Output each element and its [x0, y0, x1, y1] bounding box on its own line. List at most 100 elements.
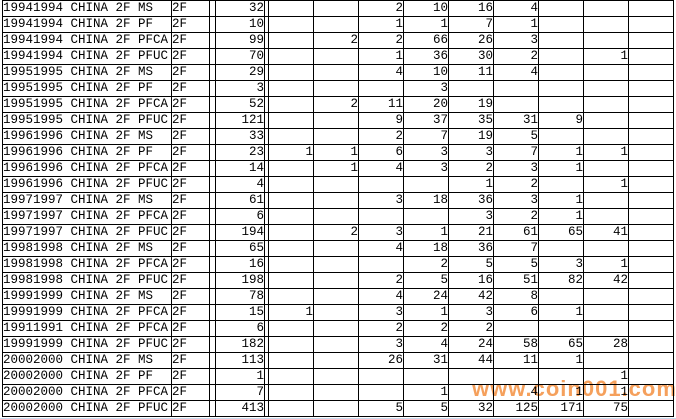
- grade-count-cell[interactable]: 18: [403, 240, 449, 257]
- grade-count-cell[interactable]: [538, 0, 584, 17]
- grade-count-cell[interactable]: [358, 80, 404, 97]
- grade-count-cell[interactable]: 1: [403, 224, 449, 241]
- type-cell[interactable]: 2F: [171, 240, 210, 257]
- grade-count-cell[interactable]: 36: [448, 240, 494, 257]
- grade-count-cell[interactable]: 32: [448, 400, 494, 417]
- grade-count-cell[interactable]: 42: [583, 272, 629, 289]
- grade-count-cell[interactable]: 5: [403, 272, 449, 289]
- grade-count-cell[interactable]: [268, 288, 314, 305]
- grade-count-cell[interactable]: 1: [538, 208, 584, 225]
- total-count-cell[interactable]: 4: [215, 176, 265, 193]
- type-cell[interactable]: 2F: [171, 224, 210, 241]
- total-count-cell[interactable]: 32: [215, 0, 265, 17]
- grade-count-cell[interactable]: 1: [493, 16, 539, 33]
- type-cell[interactable]: 2F: [171, 208, 210, 225]
- grade-count-cell[interactable]: [628, 224, 674, 241]
- grade-count-cell[interactable]: 18: [403, 192, 449, 209]
- grade-count-cell[interactable]: 3: [403, 80, 449, 97]
- grade-count-cell[interactable]: 3: [403, 144, 449, 161]
- coin-label-cell[interactable]: 20002000 CHINA 2F MS: [2, 352, 172, 369]
- total-count-cell[interactable]: 52: [215, 96, 265, 113]
- grade-count-cell[interactable]: 2: [358, 32, 404, 49]
- grade-count-cell[interactable]: [583, 0, 629, 17]
- grade-count-cell[interactable]: 1: [583, 256, 629, 273]
- grade-count-cell[interactable]: [538, 176, 584, 193]
- grade-count-cell[interactable]: [268, 256, 314, 273]
- coin-label-cell[interactable]: 19971997 CHINA 2F PFUC: [2, 224, 172, 241]
- grade-count-cell[interactable]: [538, 240, 584, 257]
- coin-label-cell[interactable]: 20002000 CHINA 2F PFCA: [2, 384, 172, 401]
- total-count-cell[interactable]: 121: [215, 112, 265, 129]
- grade-count-cell[interactable]: 8: [493, 288, 539, 305]
- type-cell[interactable]: 2F: [171, 336, 210, 353]
- coin-label-cell[interactable]: 19911991 CHINA 2F PFCA: [2, 320, 172, 337]
- grade-count-cell[interactable]: 75: [583, 400, 629, 417]
- grade-count-cell[interactable]: 28: [583, 336, 629, 353]
- grade-count-cell[interactable]: 3: [538, 256, 584, 273]
- grade-count-cell[interactable]: [583, 64, 629, 81]
- grade-count-cell[interactable]: 3: [358, 336, 404, 353]
- grade-count-cell[interactable]: [583, 16, 629, 33]
- grade-count-cell[interactable]: [313, 256, 359, 273]
- coin-label-cell[interactable]: 19941994 CHINA 2F PFCA: [2, 32, 172, 49]
- grade-count-cell[interactable]: 1: [268, 144, 314, 161]
- grade-count-cell[interactable]: [583, 112, 629, 129]
- grade-count-cell[interactable]: 2: [493, 48, 539, 65]
- grade-count-cell[interactable]: 2: [403, 256, 449, 273]
- total-count-cell[interactable]: 15: [215, 304, 265, 321]
- type-cell[interactable]: 2F: [171, 16, 210, 33]
- grade-count-cell[interactable]: [313, 128, 359, 145]
- coin-label-cell[interactable]: 19961996 CHINA 2F PFUC: [2, 176, 172, 193]
- grade-count-cell[interactable]: 36: [403, 48, 449, 65]
- grade-count-cell[interactable]: 24: [403, 288, 449, 305]
- grade-count-cell[interactable]: [313, 384, 359, 401]
- grade-count-cell[interactable]: [583, 32, 629, 49]
- grade-count-cell[interactable]: [538, 64, 584, 81]
- type-cell[interactable]: 2F: [171, 176, 210, 193]
- total-count-cell[interactable]: 7: [215, 384, 265, 401]
- grade-count-cell[interactable]: [628, 368, 674, 385]
- total-count-cell[interactable]: 99: [215, 32, 265, 49]
- grade-count-cell[interactable]: [538, 80, 584, 97]
- grade-count-cell[interactable]: 4: [493, 384, 539, 401]
- coin-label-cell[interactable]: 19971997 CHINA 2F PFCA: [2, 208, 172, 225]
- grade-count-cell[interactable]: [268, 0, 314, 17]
- grade-count-cell[interactable]: [628, 208, 674, 225]
- coin-label-cell[interactable]: 19951995 CHINA 2F PF: [2, 80, 172, 97]
- coin-label-cell[interactable]: 19941994 CHINA 2F MS: [2, 0, 172, 17]
- total-count-cell[interactable]: 33: [215, 128, 265, 145]
- grade-count-cell[interactable]: 4: [493, 0, 539, 17]
- grade-count-cell[interactable]: [313, 176, 359, 193]
- coin-label-cell[interactable]: 20002000 CHINA 2F PF: [2, 368, 172, 385]
- grade-count-cell[interactable]: 2: [313, 32, 359, 49]
- grade-count-cell[interactable]: [583, 80, 629, 97]
- coin-label-cell[interactable]: 19941994 CHINA 2F PF: [2, 16, 172, 33]
- grade-count-cell[interactable]: [493, 368, 539, 385]
- grade-count-cell[interactable]: [538, 128, 584, 145]
- type-cell[interactable]: 2F: [171, 400, 210, 417]
- total-count-cell[interactable]: 29: [215, 64, 265, 81]
- coin-label-cell[interactable]: 19941994 CHINA 2F PFUC: [2, 48, 172, 65]
- grade-count-cell[interactable]: [628, 304, 674, 321]
- grade-count-cell[interactable]: [538, 368, 584, 385]
- grade-count-cell[interactable]: [268, 240, 314, 257]
- grade-count-cell[interactable]: 19: [448, 96, 494, 113]
- grade-count-cell[interactable]: 1: [403, 16, 449, 33]
- grade-count-cell[interactable]: 11: [358, 96, 404, 113]
- grade-count-cell[interactable]: [628, 48, 674, 65]
- type-cell[interactable]: 2F: [171, 160, 210, 177]
- grade-count-cell[interactable]: 171: [538, 400, 584, 417]
- coin-label-cell[interactable]: 19951995 CHINA 2F PFUC: [2, 112, 172, 129]
- grade-count-cell[interactable]: 3: [358, 192, 404, 209]
- grade-count-cell[interactable]: [313, 336, 359, 353]
- grade-count-cell[interactable]: 1: [538, 192, 584, 209]
- grade-count-cell[interactable]: [313, 192, 359, 209]
- grade-count-cell[interactable]: 2: [313, 96, 359, 113]
- grade-count-cell[interactable]: 1: [538, 352, 584, 369]
- grade-count-cell[interactable]: [448, 368, 494, 385]
- grade-count-cell[interactable]: 2: [448, 320, 494, 337]
- grade-count-cell[interactable]: 2: [313, 224, 359, 241]
- grade-count-cell[interactable]: [628, 336, 674, 353]
- grade-count-cell[interactable]: [313, 320, 359, 337]
- grade-count-cell[interactable]: [583, 320, 629, 337]
